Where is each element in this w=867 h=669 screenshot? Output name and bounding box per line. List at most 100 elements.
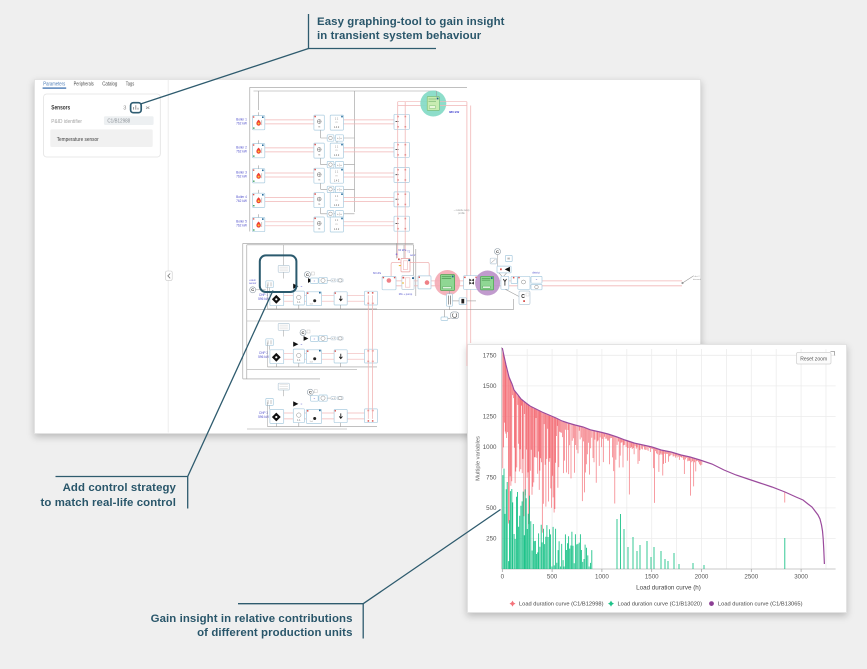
svg-text:60 kPa: 60 kPa (373, 271, 382, 275)
svg-text:+│+: +│+ (337, 163, 342, 167)
svg-text:C: C (309, 390, 312, 395)
svg-text:762 kW: 762 kW (236, 175, 247, 179)
svg-text:762 kW: 762 kW (236, 223, 247, 227)
svg-text:≈: ≈ (301, 343, 303, 347)
svg-text:C: C (521, 294, 525, 300)
svg-text:profile: profile (458, 212, 465, 215)
svg-text:1 1: 1 1 (335, 170, 339, 173)
svg-text:m: m (336, 223, 338, 226)
svg-text:596 kW: 596 kW (258, 355, 269, 359)
svg-text:CHP 2: CHP 2 (259, 351, 269, 355)
svg-text:1 d: 1 d (309, 303, 313, 305)
svg-text:Tags: Tags (126, 82, 135, 88)
svg-text:3000: 3000 (794, 574, 808, 581)
svg-text:~ outside temp: ~ outside temp (454, 209, 470, 212)
svg-text:596 kW: 596 kW (258, 415, 269, 419)
svg-text:596 kW: 596 kW (258, 297, 269, 301)
svg-text:1500: 1500 (645, 574, 659, 581)
svg-text:1.4 2: 1.4 2 (334, 228, 340, 231)
svg-text:1.1: 1.1 (297, 359, 301, 362)
svg-text:sensor: sensor (249, 282, 256, 285)
svg-text:demand: demand (693, 279, 702, 281)
svg-text:1.4 2: 1.4 2 (334, 154, 340, 157)
svg-text:1.1: 1.1 (297, 301, 301, 304)
svg-text:1.4 2: 1.4 2 (334, 179, 340, 182)
svg-text:Load duration curve (C1/B13020: Load duration curve (C1/B13020) (618, 602, 703, 608)
svg-text:1 1: 1 1 (335, 117, 339, 120)
svg-text:T2: T2 (407, 251, 410, 254)
svg-text:m: m (336, 121, 338, 124)
svg-text:≈: ≈ (536, 278, 538, 282)
svg-text:set 2: set 2 (410, 254, 416, 257)
svg-text:m: m (336, 149, 338, 152)
svg-text:m: m (318, 203, 320, 206)
svg-text:C: C (251, 287, 254, 292)
svg-text:1 1: 1 1 (335, 145, 339, 148)
svg-text:380 kW: 380 kW (449, 110, 460, 114)
svg-text:2500: 2500 (744, 574, 758, 581)
svg-text:C: C (306, 272, 309, 277)
svg-text:CHP 1: CHP 1 (259, 293, 269, 297)
svg-text:Catalog: Catalog (102, 82, 117, 88)
svg-text:m: m (318, 227, 320, 230)
svg-text:Peripherals: Peripherals (74, 82, 94, 88)
svg-text:district: district (532, 271, 540, 275)
svg-text:+│+: +│+ (337, 212, 342, 216)
svg-text:1.1: 1.1 (297, 419, 301, 422)
svg-text:≈: ≈ (314, 337, 316, 341)
svg-text:1250: 1250 (483, 414, 497, 421)
svg-text:= 1: = 1 (332, 338, 336, 340)
svg-text:CHP 3: CHP 3 (259, 411, 269, 415)
svg-text:Sensors: Sensors (51, 105, 70, 112)
svg-text:Reset zoom: Reset zoom (800, 356, 827, 362)
svg-text:+│+: +│+ (337, 188, 342, 192)
svg-text:m: m (318, 153, 320, 156)
svg-text:dist 2: dist 2 (694, 275, 700, 278)
svg-text:2000: 2000 (695, 574, 709, 581)
svg-text:762 kW: 762 kW (236, 149, 247, 153)
svg-text:Parameters: Parameters (43, 82, 65, 88)
svg-text:Boiler 4: Boiler 4 (236, 195, 247, 199)
svg-text:Boiler 1: Boiler 1 (236, 118, 247, 122)
svg-text:Mix + pump: Mix + pump (399, 292, 413, 296)
svg-text:Boiler 3: Boiler 3 (236, 171, 247, 175)
svg-text:+│+: +│+ (337, 136, 342, 140)
svg-text:Boiler 5: Boiler 5 (236, 220, 247, 224)
svg-text:⊞: ⊞ (507, 257, 510, 261)
svg-text:Temperature sensor: Temperature sensor (57, 137, 99, 143)
svg-text:≈: ≈ (301, 402, 303, 406)
svg-text:= 1: = 1 (332, 398, 336, 400)
svg-text:500: 500 (547, 574, 558, 581)
svg-text:1750: 1750 (483, 353, 497, 360)
svg-text:1 d: 1 d (309, 421, 313, 423)
svg-text:m: m (336, 174, 338, 177)
svg-text:C1/B12988: C1/B12988 (107, 119, 130, 125)
svg-text:1.4 2: 1.4 2 (334, 204, 340, 207)
svg-text:1500: 1500 (483, 383, 497, 390)
svg-text:1 1: 1 1 (335, 195, 339, 198)
svg-text:1.4 2: 1.4 2 (334, 126, 340, 129)
svg-text:750: 750 (486, 475, 497, 482)
svg-text:= 1: = 1 (332, 280, 336, 282)
svg-text:C: C (496, 249, 499, 254)
svg-text:500: 500 (486, 505, 497, 512)
svg-text:m: m (318, 125, 320, 128)
svg-text:1000: 1000 (483, 444, 497, 451)
svg-text:1000: 1000 (595, 574, 609, 581)
svg-text:m: m (336, 199, 338, 202)
svg-text:762 kW: 762 kW (236, 121, 247, 125)
svg-text:Load duration curve (h): Load duration curve (h) (636, 585, 701, 592)
svg-text:P&ID identifier: P&ID identifier (51, 119, 82, 125)
svg-text:0: 0 (501, 574, 505, 581)
svg-text:60 kPa: 60 kPa (398, 248, 407, 252)
svg-text:3: 3 (123, 105, 126, 111)
svg-text:1 d: 1 d (309, 361, 313, 363)
svg-text:Load duration curve (C1/B12998: Load duration curve (C1/B12998) (519, 602, 604, 608)
svg-text:Boiler 2: Boiler 2 (236, 146, 247, 150)
svg-text:extern: extern (249, 279, 256, 282)
svg-text:1 1: 1 1 (335, 219, 339, 222)
svg-text:◈: ◈ (395, 252, 398, 256)
svg-text:Load duration curve (C1/B13065: Load duration curve (C1/B13065) (718, 602, 803, 608)
svg-text:≈: ≈ (301, 285, 303, 289)
svg-text:762 kW: 762 kW (236, 199, 247, 203)
